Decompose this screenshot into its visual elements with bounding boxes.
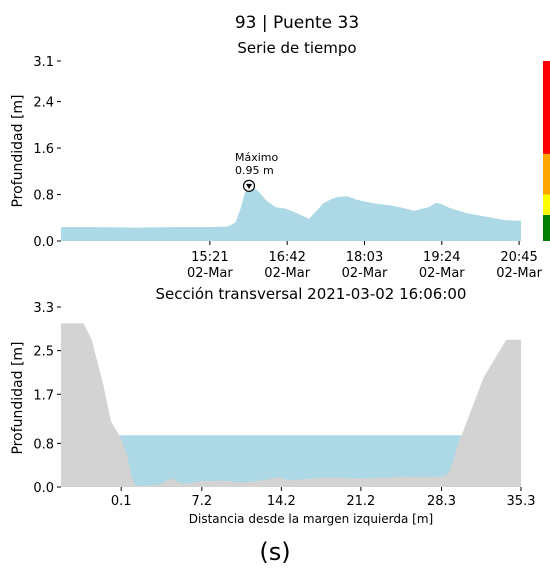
alert-scale-segment (543, 194, 550, 215)
cross-section-xlabel: Distancia desde la margen izquierda [m] (189, 512, 433, 526)
cross-section-xtick-label: 28.3 (427, 494, 456, 509)
timeseries-xtick-date: 02-Mar (187, 266, 233, 281)
timeseries-ytick-label: 2.4 (33, 96, 54, 111)
timeseries-xtick-time: 19:24 (423, 250, 460, 265)
max-marker-triangle (245, 183, 253, 190)
panel-label: (s) (259, 538, 291, 566)
timeseries-panel: Serie de tiempo Profundidad [m] 0.0 0.8 1.… (10, 39, 550, 281)
cross-section-ytick-label: 2.5 (33, 345, 54, 360)
alert-color-scale (543, 61, 550, 241)
cross-section-xtick-label: 0.1 (111, 494, 132, 509)
timeseries-xtick-date: 02-Mar (342, 266, 388, 281)
timeseries-ylabel: Profundidad [m] (10, 94, 26, 207)
figure-title: 93 | Puente 33 (235, 13, 359, 33)
timeseries-ytick-label: 0.0 (33, 235, 54, 250)
timeseries-ytick-label: 0.8 (33, 189, 54, 204)
alert-scale-segment (543, 61, 550, 154)
cross-section-xtick-label: 14.2 (267, 494, 296, 509)
timeseries-xtick-date: 02-Mar (264, 266, 310, 281)
cross-section-ytick-label: 0.0 (33, 481, 54, 496)
cross-section-xtick-label: 7.2 (191, 494, 212, 509)
alert-scale-segment (543, 153, 550, 195)
timeseries-depth-area (61, 185, 521, 241)
timeseries-xtick-time: 15:21 (191, 250, 228, 265)
ground-profile-area (61, 323, 521, 487)
max-label-title: Máximo (235, 151, 279, 164)
timeseries-xtick-time: 18:03 (346, 250, 383, 265)
cross-section-panel: Sección transversal 2021-03-02 16:06:00 … (10, 285, 535, 526)
timeseries-xtick-date: 02-Mar (496, 266, 542, 281)
cross-section-title: Sección transversal 2021-03-02 16:06:00 (156, 285, 467, 303)
alert-scale-segment (543, 214, 550, 241)
timeseries-xtick-time: 16:42 (268, 250, 305, 265)
max-label-value: 0.95 m (235, 164, 274, 177)
cross-section-xtick-label: 21.2 (346, 494, 375, 509)
cross-section-ylabel: Profundidad [m] (10, 341, 26, 454)
timeseries-xtick-time: 20:45 (500, 250, 537, 265)
cross-section-ytick-label: 3.3 (33, 301, 54, 316)
cross-section-ytick-label: 1.7 (33, 388, 54, 403)
cross-section-ytick-label: 0.8 (33, 437, 54, 452)
water-area (119, 435, 462, 487)
timeseries-xtick-date: 02-Mar (419, 266, 465, 281)
max-depth-marker: Máximo 0.95 m (235, 151, 279, 192)
cross-section-xtick-label: 35.3 (507, 494, 536, 509)
timeseries-ytick-label: 3.1 (33, 55, 54, 70)
timeseries-ytick-label: 1.6 (33, 142, 54, 157)
timeseries-title: Serie de tiempo (237, 39, 356, 57)
